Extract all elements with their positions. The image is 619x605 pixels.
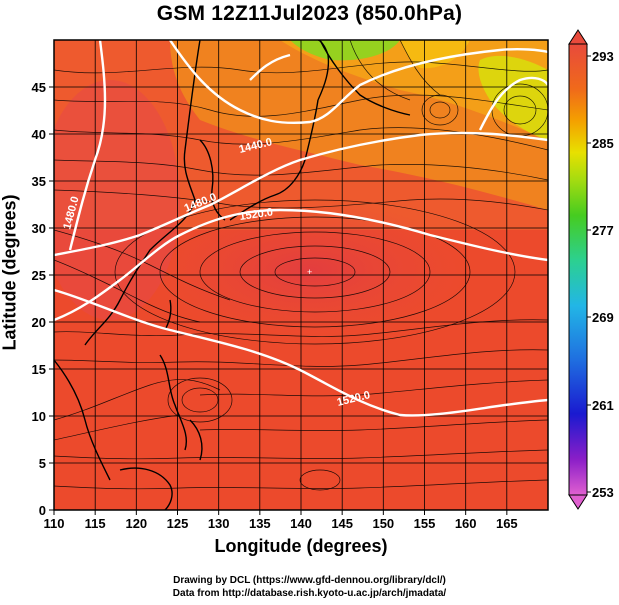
x-tick-label: 120 — [125, 516, 147, 531]
contour-1440-north — [249, 53, 291, 81]
x-tick-label: 135 — [249, 516, 271, 531]
map-title: GSM 12Z11Jul2023 (850.0hPa) — [156, 2, 463, 25]
credit-drawing: Drawing by DCL (https://www.gfd-dennou.o… — [173, 575, 446, 586]
contour-1440-east — [169, 40, 548, 125]
x-tick-label: 115 — [85, 516, 106, 531]
y-tick-label: 20 — [32, 315, 46, 330]
x-axis: 110 115 120 125 130 135 140 145 150 155 160 165 — [44, 510, 518, 531]
y-tick-label: 5 — [39, 456, 46, 471]
x-tick-label: 165 — [496, 516, 518, 531]
colorbar-label-293: 293 — [592, 49, 614, 64]
credit-data: Data from http://database.rish.kyoto-u.a… — [172, 588, 447, 599]
x-tick-label: 155 — [414, 516, 436, 531]
grid-lines — [54, 40, 548, 510]
high-center-marker: + — [307, 267, 312, 277]
x-axis-label: Longitude (degrees) — [214, 536, 388, 556]
y-tick-label: 25 — [32, 268, 46, 283]
x-tick-label: 125 — [167, 516, 189, 531]
x-tick-label: 160 — [455, 516, 477, 531]
colorbar-label-285: 285 — [592, 136, 614, 151]
x-tick-label: 145 — [331, 516, 353, 531]
y-tick-label: 10 — [32, 409, 46, 424]
colorbar: 293 285 277 269 261 253 — [568, 29, 614, 510]
contour-1520-south — [54, 288, 548, 417]
y-tick-label: 15 — [32, 362, 46, 377]
y-axis-label: Latitude (degrees) — [0, 194, 20, 351]
y-tick-label: 0 — [39, 503, 46, 518]
colorbar-label-269: 269 — [592, 310, 614, 325]
x-tick-label: 130 — [208, 516, 230, 531]
y-tick-label: 40 — [32, 127, 46, 142]
y-tick-label: 45 — [32, 80, 46, 95]
colorbar-top-arrow — [568, 29, 588, 45]
contour-1480 — [54, 131, 548, 257]
x-tick-label: 140 — [290, 516, 312, 531]
contour-1520 — [54, 208, 548, 322]
colorbar-label-253: 253 — [592, 485, 614, 500]
x-tick-label: 150 — [372, 516, 394, 531]
colorbar-label-277: 277 — [592, 223, 614, 238]
y-tick-label: 35 — [32, 174, 46, 189]
contour-label-1520-a: 1520.0 — [239, 206, 274, 223]
y-tick-label: 30 — [32, 221, 46, 236]
colorbar-scale — [568, 43, 588, 496]
contour-1440-west — [68, 40, 107, 251]
y-axis: 0 5 10 15 20 25 30 35 40 45 — [32, 80, 54, 518]
height-contours — [54, 40, 548, 417]
colorbar-bottom-arrow — [568, 494, 588, 510]
contour-1440-ne — [478, 76, 548, 131]
x-tick-label: 110 — [44, 516, 65, 531]
colorbar-label-261: 261 — [592, 398, 614, 413]
